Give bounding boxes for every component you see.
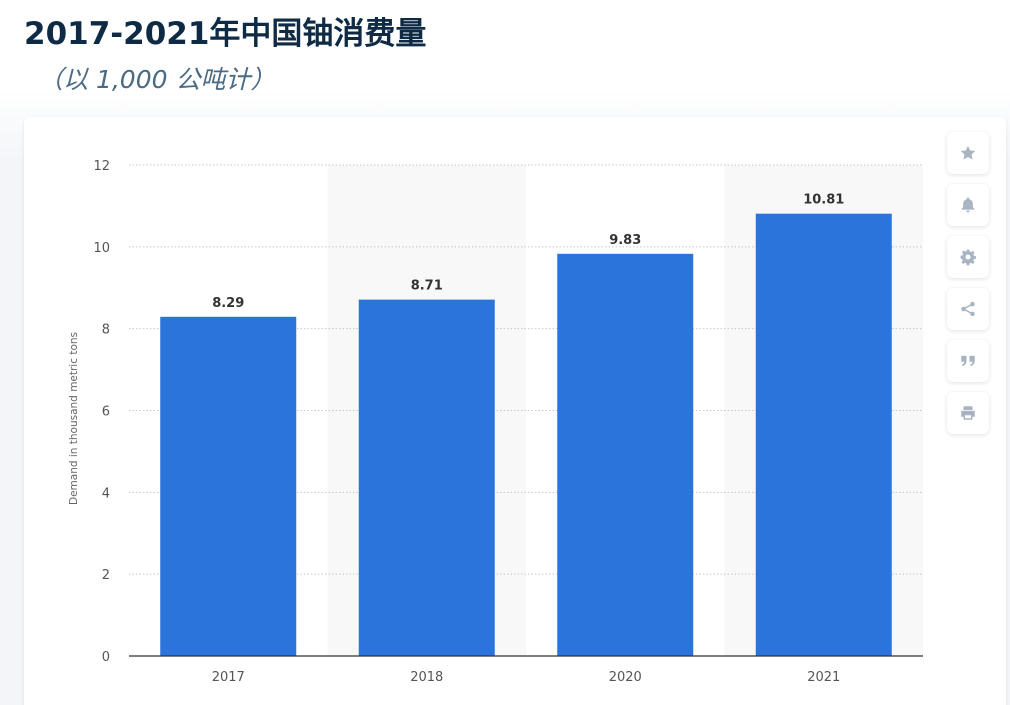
y-tick-label: 10	[93, 241, 110, 256]
bar[interactable]	[358, 299, 495, 656]
data-labels: 8.29 8.71 9.83 10.81	[212, 193, 844, 311]
data-label: 10.81	[803, 193, 844, 208]
bell-button[interactable]	[947, 184, 989, 226]
data-label: 9.83	[609, 233, 641, 248]
y-tick-label: 8	[102, 323, 110, 338]
gear-icon	[960, 249, 976, 266]
bar[interactable]	[160, 316, 297, 656]
bar[interactable]	[755, 213, 892, 656]
y-tick-label: 6	[102, 405, 110, 420]
y-axis-ticks: 0 2 4 6 8 10 12	[93, 159, 110, 665]
bars	[160, 213, 892, 656]
print-icon	[961, 406, 975, 420]
y-tick-label: 2	[102, 568, 110, 583]
share-button[interactable]	[947, 288, 989, 330]
bell-icon	[961, 197, 975, 213]
quote-icon	[961, 355, 975, 367]
page-title: 2017-2021年中国铀消费量	[24, 16, 427, 52]
x-tick-label: 2021	[807, 670, 840, 685]
y-tick-label: 0	[102, 650, 110, 665]
settings-button[interactable]	[947, 236, 989, 278]
data-label: 8.71	[411, 279, 443, 294]
x-axis-ticks: 2017 2018 2020 2021	[212, 670, 841, 685]
bar[interactable]	[557, 253, 694, 656]
y-tick-label: 4	[102, 486, 110, 501]
y-tick-label: 12	[93, 159, 110, 174]
cite-button[interactable]	[947, 340, 989, 382]
x-tick-label: 2018	[410, 670, 443, 685]
star-icon	[960, 145, 976, 160]
y-axis-label: Demand in thousand metric tons	[68, 332, 80, 505]
x-tick-label: 2020	[609, 670, 642, 685]
data-label: 8.29	[212, 296, 244, 311]
chart-toolbar	[947, 132, 989, 444]
share-icon	[961, 301, 975, 317]
print-button[interactable]	[947, 392, 989, 434]
x-tick-label: 2017	[212, 670, 245, 685]
page-subtitle: （以 1,000 公吨计）	[38, 65, 276, 94]
star-button[interactable]	[947, 132, 989, 174]
